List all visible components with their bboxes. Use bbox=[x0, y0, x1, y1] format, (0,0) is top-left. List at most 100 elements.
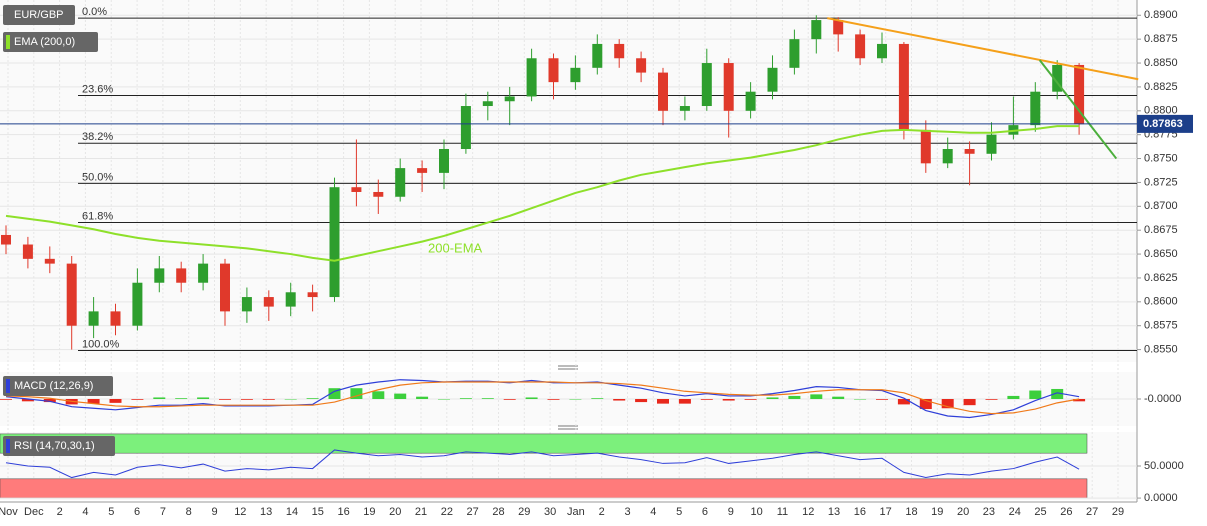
x-tick-label: 6 bbox=[702, 506, 708, 518]
macd-hist-bar bbox=[481, 398, 494, 399]
symbol-badge bbox=[3, 5, 75, 25]
candle-body bbox=[417, 168, 428, 173]
x-tick-label: 27 bbox=[467, 506, 479, 518]
macd-hist-bar bbox=[897, 399, 910, 405]
panel-handle bbox=[558, 365, 578, 430]
candle-body bbox=[176, 268, 187, 283]
macd-hist-bar bbox=[832, 396, 845, 399]
x-tick-label: 19 bbox=[363, 506, 375, 518]
x-tick-label: 4 bbox=[650, 506, 656, 518]
candle-body bbox=[373, 191, 384, 197]
macd-hist-bar bbox=[1007, 395, 1020, 399]
macd-hist-bar bbox=[744, 399, 757, 400]
macd-hist-bar bbox=[1051, 388, 1064, 399]
y-tick-label: 0.8550 bbox=[1144, 343, 1178, 355]
x-tick-label: 3 bbox=[624, 506, 630, 518]
macd-hist-bar bbox=[153, 397, 166, 399]
macd-hist-bar bbox=[0, 399, 12, 400]
candle-body bbox=[701, 63, 712, 107]
macd-hist-bar bbox=[240, 399, 253, 400]
x-tick-label: 19 bbox=[931, 506, 943, 518]
x-tick-label: 29 bbox=[518, 506, 530, 518]
x-tick-label: 6 bbox=[134, 506, 140, 518]
macd-line bbox=[5, 381, 1080, 415]
macd-hist-bar bbox=[131, 399, 144, 400]
macd-hist-bar bbox=[21, 399, 34, 402]
y-tick-label: 0.8575 bbox=[1144, 320, 1178, 332]
candle-body bbox=[636, 58, 647, 73]
fib-label: 0.0% bbox=[82, 6, 107, 18]
x-tick-label: 14 bbox=[286, 506, 298, 518]
x-tick-label: 18 bbox=[905, 506, 917, 518]
ema-badge bbox=[3, 32, 98, 52]
candle-body bbox=[789, 39, 800, 68]
macd-hist-bar bbox=[525, 397, 538, 399]
candle-body bbox=[351, 187, 362, 192]
macd-hist-bar bbox=[569, 399, 582, 400]
candle-body bbox=[1074, 64, 1085, 125]
macd-hist-bar bbox=[941, 399, 954, 409]
candle-body bbox=[220, 263, 230, 312]
macd-hist-bar bbox=[613, 399, 626, 401]
y-tick-label: 0.8700 bbox=[1144, 200, 1178, 212]
ema-swatch bbox=[6, 35, 10, 49]
macd-hist-bar bbox=[591, 398, 604, 399]
legend-label: EMA (200,0) bbox=[14, 36, 75, 48]
fib-label: 50.0% bbox=[82, 171, 113, 183]
x-tick-label: 15 bbox=[312, 506, 324, 518]
symbol-label: EUR/GBP bbox=[14, 9, 64, 21]
macd-hist-bar bbox=[766, 397, 779, 399]
macd-hist-bar bbox=[284, 399, 297, 400]
candle-body bbox=[395, 168, 406, 197]
x-tick-label: 16 bbox=[854, 506, 866, 518]
x-tick-label: 24 bbox=[1009, 506, 1021, 518]
candle-body bbox=[942, 149, 953, 164]
candle-body bbox=[44, 258, 55, 264]
macd-hist-bar bbox=[657, 399, 669, 404]
candle-body bbox=[526, 58, 537, 97]
macd-hist-bar bbox=[963, 399, 976, 406]
macd-hist-bar bbox=[109, 399, 122, 403]
macd-hist-bar bbox=[700, 399, 713, 400]
x-tick-label: Jan bbox=[567, 506, 585, 518]
panel-swatch bbox=[6, 379, 10, 393]
y-tick-label: 0.0000 bbox=[1144, 492, 1178, 504]
x-tick-label: 12 bbox=[802, 506, 814, 518]
candle-body bbox=[898, 43, 909, 130]
y-tick-label: -0.0000 bbox=[1144, 393, 1181, 405]
candle-body bbox=[1052, 64, 1063, 92]
x-tick-label: 2 bbox=[599, 506, 605, 518]
candle-body bbox=[504, 96, 515, 102]
y-tick-label: 0.8675 bbox=[1144, 224, 1178, 236]
candle-body bbox=[548, 58, 559, 83]
x-tick-label: 11 bbox=[777, 506, 788, 518]
last-price-label: 0.87863 bbox=[1143, 118, 1183, 130]
macd-hist-bar bbox=[372, 391, 385, 399]
panel-badge bbox=[3, 436, 115, 456]
candle-body bbox=[285, 292, 296, 307]
x-tick-label: 9 bbox=[211, 506, 217, 518]
candle-body bbox=[198, 263, 209, 283]
candle-body bbox=[329, 187, 340, 298]
y-tick-label: 50.0000 bbox=[1144, 460, 1184, 472]
macd-hist-bar bbox=[635, 399, 648, 403]
candle-body bbox=[1030, 91, 1041, 126]
fib-label: 100.0% bbox=[82, 338, 120, 350]
panel-title: RSI (14,70,30,1) bbox=[14, 440, 95, 452]
candle-body bbox=[1, 234, 11, 245]
candle-body bbox=[811, 20, 822, 40]
x-tick-label: 5 bbox=[108, 506, 114, 518]
macd-hist-bar bbox=[87, 399, 100, 404]
x-tick-label: 13 bbox=[828, 506, 840, 518]
x-tick-label: 8 bbox=[186, 506, 192, 518]
candle-body bbox=[154, 268, 165, 283]
rsi-band bbox=[0, 478, 1088, 499]
candle-body bbox=[482, 101, 493, 107]
macd-hist-bar bbox=[328, 388, 341, 399]
y-tick-label: 0.8825 bbox=[1144, 81, 1178, 93]
x-tick-label: 29 bbox=[1112, 506, 1124, 518]
macd-hist-bar bbox=[394, 393, 407, 399]
candle-body bbox=[22, 244, 33, 259]
x-tick-label: 22 bbox=[441, 506, 453, 518]
